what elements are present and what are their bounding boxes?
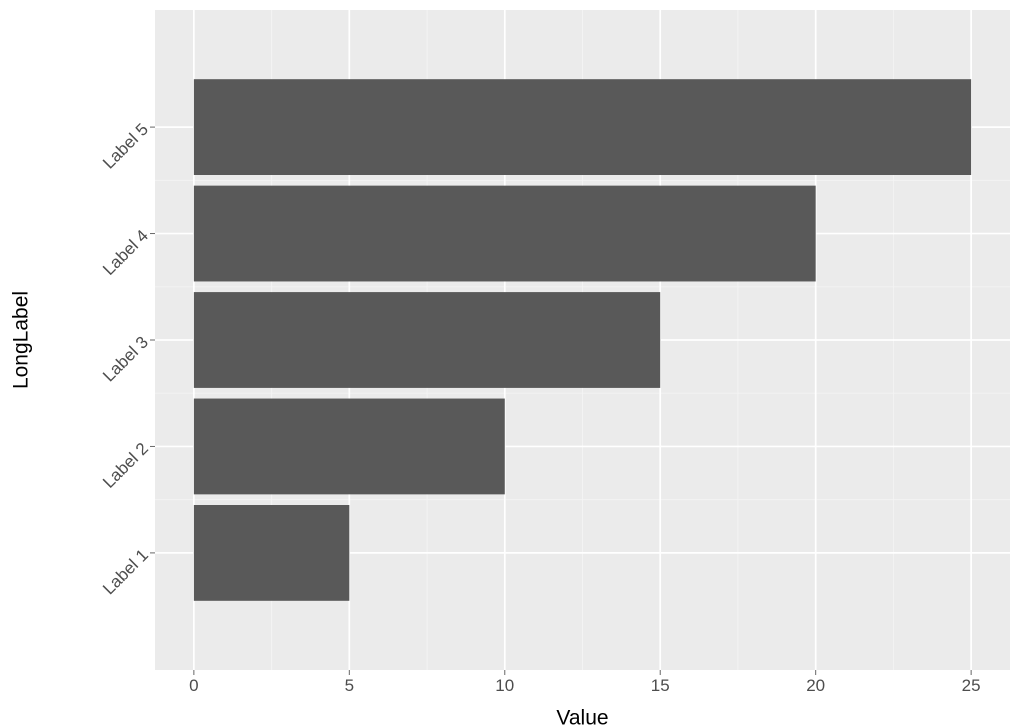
chart-container: 0510152025Label 1Label 2Label 3Label 4La… (0, 0, 1024, 725)
bar (194, 399, 505, 495)
x-tick-label: 25 (962, 676, 981, 695)
x-tick-label: 0 (189, 676, 198, 695)
bar (194, 292, 660, 388)
chart-svg: 0510152025Label 1Label 2Label 3Label 4La… (0, 0, 1024, 725)
bar (194, 505, 349, 601)
bar (194, 186, 816, 282)
x-tick-label: 15 (651, 676, 670, 695)
x-axis-title: Value (556, 706, 608, 725)
bar (194, 79, 971, 175)
x-tick-label: 20 (806, 676, 825, 695)
x-tick-label: 10 (495, 676, 514, 695)
y-axis-title: LongLabel (10, 291, 33, 389)
x-tick-label: 5 (345, 676, 354, 695)
